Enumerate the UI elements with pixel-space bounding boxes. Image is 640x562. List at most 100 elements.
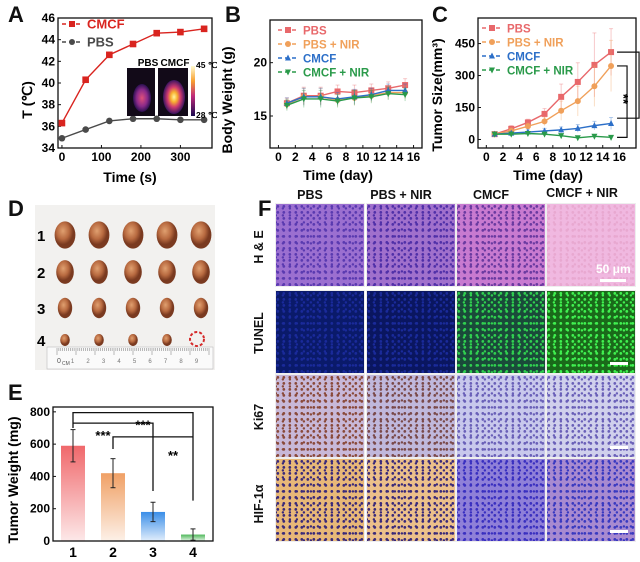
data-point bbox=[524, 131, 531, 138]
data-point bbox=[591, 122, 598, 129]
y-tick-label: 42 bbox=[42, 54, 56, 68]
data-point bbox=[334, 98, 341, 105]
y-tick-label: 600 bbox=[30, 437, 50, 451]
plot-frame bbox=[52, 406, 214, 542]
data-point bbox=[524, 119, 531, 126]
legend-label: PBS bbox=[303, 26, 327, 38]
f-col-pbs-nir: PBS + NIR bbox=[370, 188, 432, 202]
series-line bbox=[494, 122, 612, 135]
a-xlabel: Time (s) bbox=[103, 169, 156, 185]
tumor-sample bbox=[57, 297, 73, 319]
x-tick-label: 10 bbox=[356, 150, 370, 164]
data-point bbox=[153, 29, 161, 37]
y-tick-label: 46 bbox=[42, 11, 56, 25]
tumor-sample bbox=[156, 221, 178, 249]
data-point bbox=[58, 134, 66, 142]
plot-frame bbox=[477, 17, 637, 149]
tumor-sample bbox=[125, 297, 141, 319]
row-label-3: 3 bbox=[37, 301, 45, 318]
b-ylabel: Body Weight (g) bbox=[219, 46, 235, 153]
data-point bbox=[82, 76, 89, 84]
y-tick-label: 44 bbox=[42, 33, 56, 47]
data-point bbox=[574, 98, 581, 105]
data-point bbox=[402, 82, 409, 89]
series-cmcf-nir: CMCF + NIR bbox=[278, 68, 409, 111]
histology-hif-1--pbs-nir bbox=[366, 458, 456, 542]
panel-letter-d: D bbox=[8, 196, 24, 221]
significance-brackets: ******** bbox=[72, 412, 194, 501]
x-tick-label: 0 bbox=[275, 150, 282, 164]
ruler-label: 5 bbox=[133, 359, 137, 365]
data-point bbox=[129, 115, 137, 123]
legend-marker bbox=[285, 69, 291, 76]
scale-bar bbox=[610, 446, 628, 449]
data-point bbox=[351, 89, 358, 96]
x-tick-label: 0 bbox=[483, 150, 490, 164]
x-tick-label: 8 bbox=[343, 150, 350, 164]
ruler-label: 4 bbox=[117, 359, 121, 365]
histology-ki67-cmcf-nir bbox=[546, 374, 636, 458]
missing-tumor-marker bbox=[189, 331, 205, 347]
significance-brackets: **** bbox=[616, 51, 640, 138]
x-tick-label: 4 bbox=[516, 150, 523, 164]
sig-label: ** bbox=[616, 94, 631, 105]
legend-marker bbox=[285, 41, 291, 47]
panel-letter-c: C bbox=[432, 2, 448, 27]
legend-label: PBS + NIR bbox=[507, 38, 564, 50]
y-tick-label: 0 bbox=[43, 534, 50, 548]
panel-letter-e: E bbox=[8, 380, 23, 405]
data-point bbox=[541, 131, 548, 138]
legend-marker bbox=[489, 52, 495, 59]
legend-label: CMCF bbox=[303, 54, 336, 66]
histology-tunel-pbs bbox=[275, 290, 365, 374]
series-cmcf: CMCF bbox=[58, 17, 208, 127]
e-ylabel: Tumor Weight (mg) bbox=[5, 416, 21, 543]
series-cmcf-nir: CMCF + NIR bbox=[482, 66, 615, 142]
x-tick-label: 14 bbox=[596, 150, 610, 164]
tumor-sample bbox=[122, 221, 144, 249]
ruler-label: 8 bbox=[179, 359, 183, 365]
tumor-sample bbox=[190, 221, 212, 249]
data-point bbox=[200, 25, 208, 33]
panel-letter-b: B bbox=[225, 2, 241, 27]
data-point bbox=[558, 93, 565, 100]
inset-label-cmcf: CMCF bbox=[161, 58, 190, 69]
y-tick-label: 15 bbox=[254, 109, 268, 123]
histology-h-e-pbs-nir bbox=[366, 203, 456, 287]
bracket-1-3 bbox=[73, 422, 154, 491]
histology-hif-1--pbs bbox=[275, 458, 365, 542]
data-point bbox=[574, 135, 581, 142]
histology-hif-1--cmcf-nir bbox=[546, 458, 636, 542]
tumor-sample bbox=[94, 334, 104, 346]
sig-label: *** bbox=[95, 428, 111, 443]
ruler-label: 0 bbox=[57, 358, 61, 365]
y-tick-label: 34 bbox=[42, 141, 56, 155]
row-label-1: 1 bbox=[37, 228, 45, 245]
histology-tunel-cmcf-nir bbox=[546, 290, 636, 374]
tumor-sample bbox=[159, 297, 175, 319]
data-point bbox=[200, 116, 208, 124]
c-ylabel: Tumor Size(mm³) bbox=[429, 38, 445, 151]
tumor-sample bbox=[162, 334, 172, 346]
panel-letter-f: F bbox=[258, 196, 272, 221]
histology-h-e-cmcf bbox=[456, 203, 546, 287]
data-point bbox=[574, 78, 581, 85]
data-point bbox=[558, 133, 565, 140]
scale-bar bbox=[610, 530, 628, 533]
data-point bbox=[402, 86, 409, 93]
data-point bbox=[608, 49, 615, 56]
sig-label: *** bbox=[135, 418, 151, 433]
legend-marker bbox=[69, 21, 75, 27]
x-tick-label: 4 bbox=[189, 544, 197, 560]
chart-a-temperature: T (℃) Time (s) 0 100 200 300 34 36 38 40 42 44 46 C… bbox=[19, 11, 218, 185]
histology-tunel-pbs-nir bbox=[366, 290, 456, 374]
c-xlabel: Time (day) bbox=[513, 167, 583, 183]
x-tick-label: 6 bbox=[326, 150, 333, 164]
data-point bbox=[541, 110, 548, 117]
data-point bbox=[491, 131, 498, 138]
thermal-spot-pbs bbox=[133, 84, 151, 112]
f-col-cmcf-nir: CMCF + NIR bbox=[546, 186, 618, 200]
data-point bbox=[153, 115, 161, 123]
bracket-2-4 bbox=[112, 436, 193, 449]
x-tick-label: 6 bbox=[533, 150, 540, 164]
